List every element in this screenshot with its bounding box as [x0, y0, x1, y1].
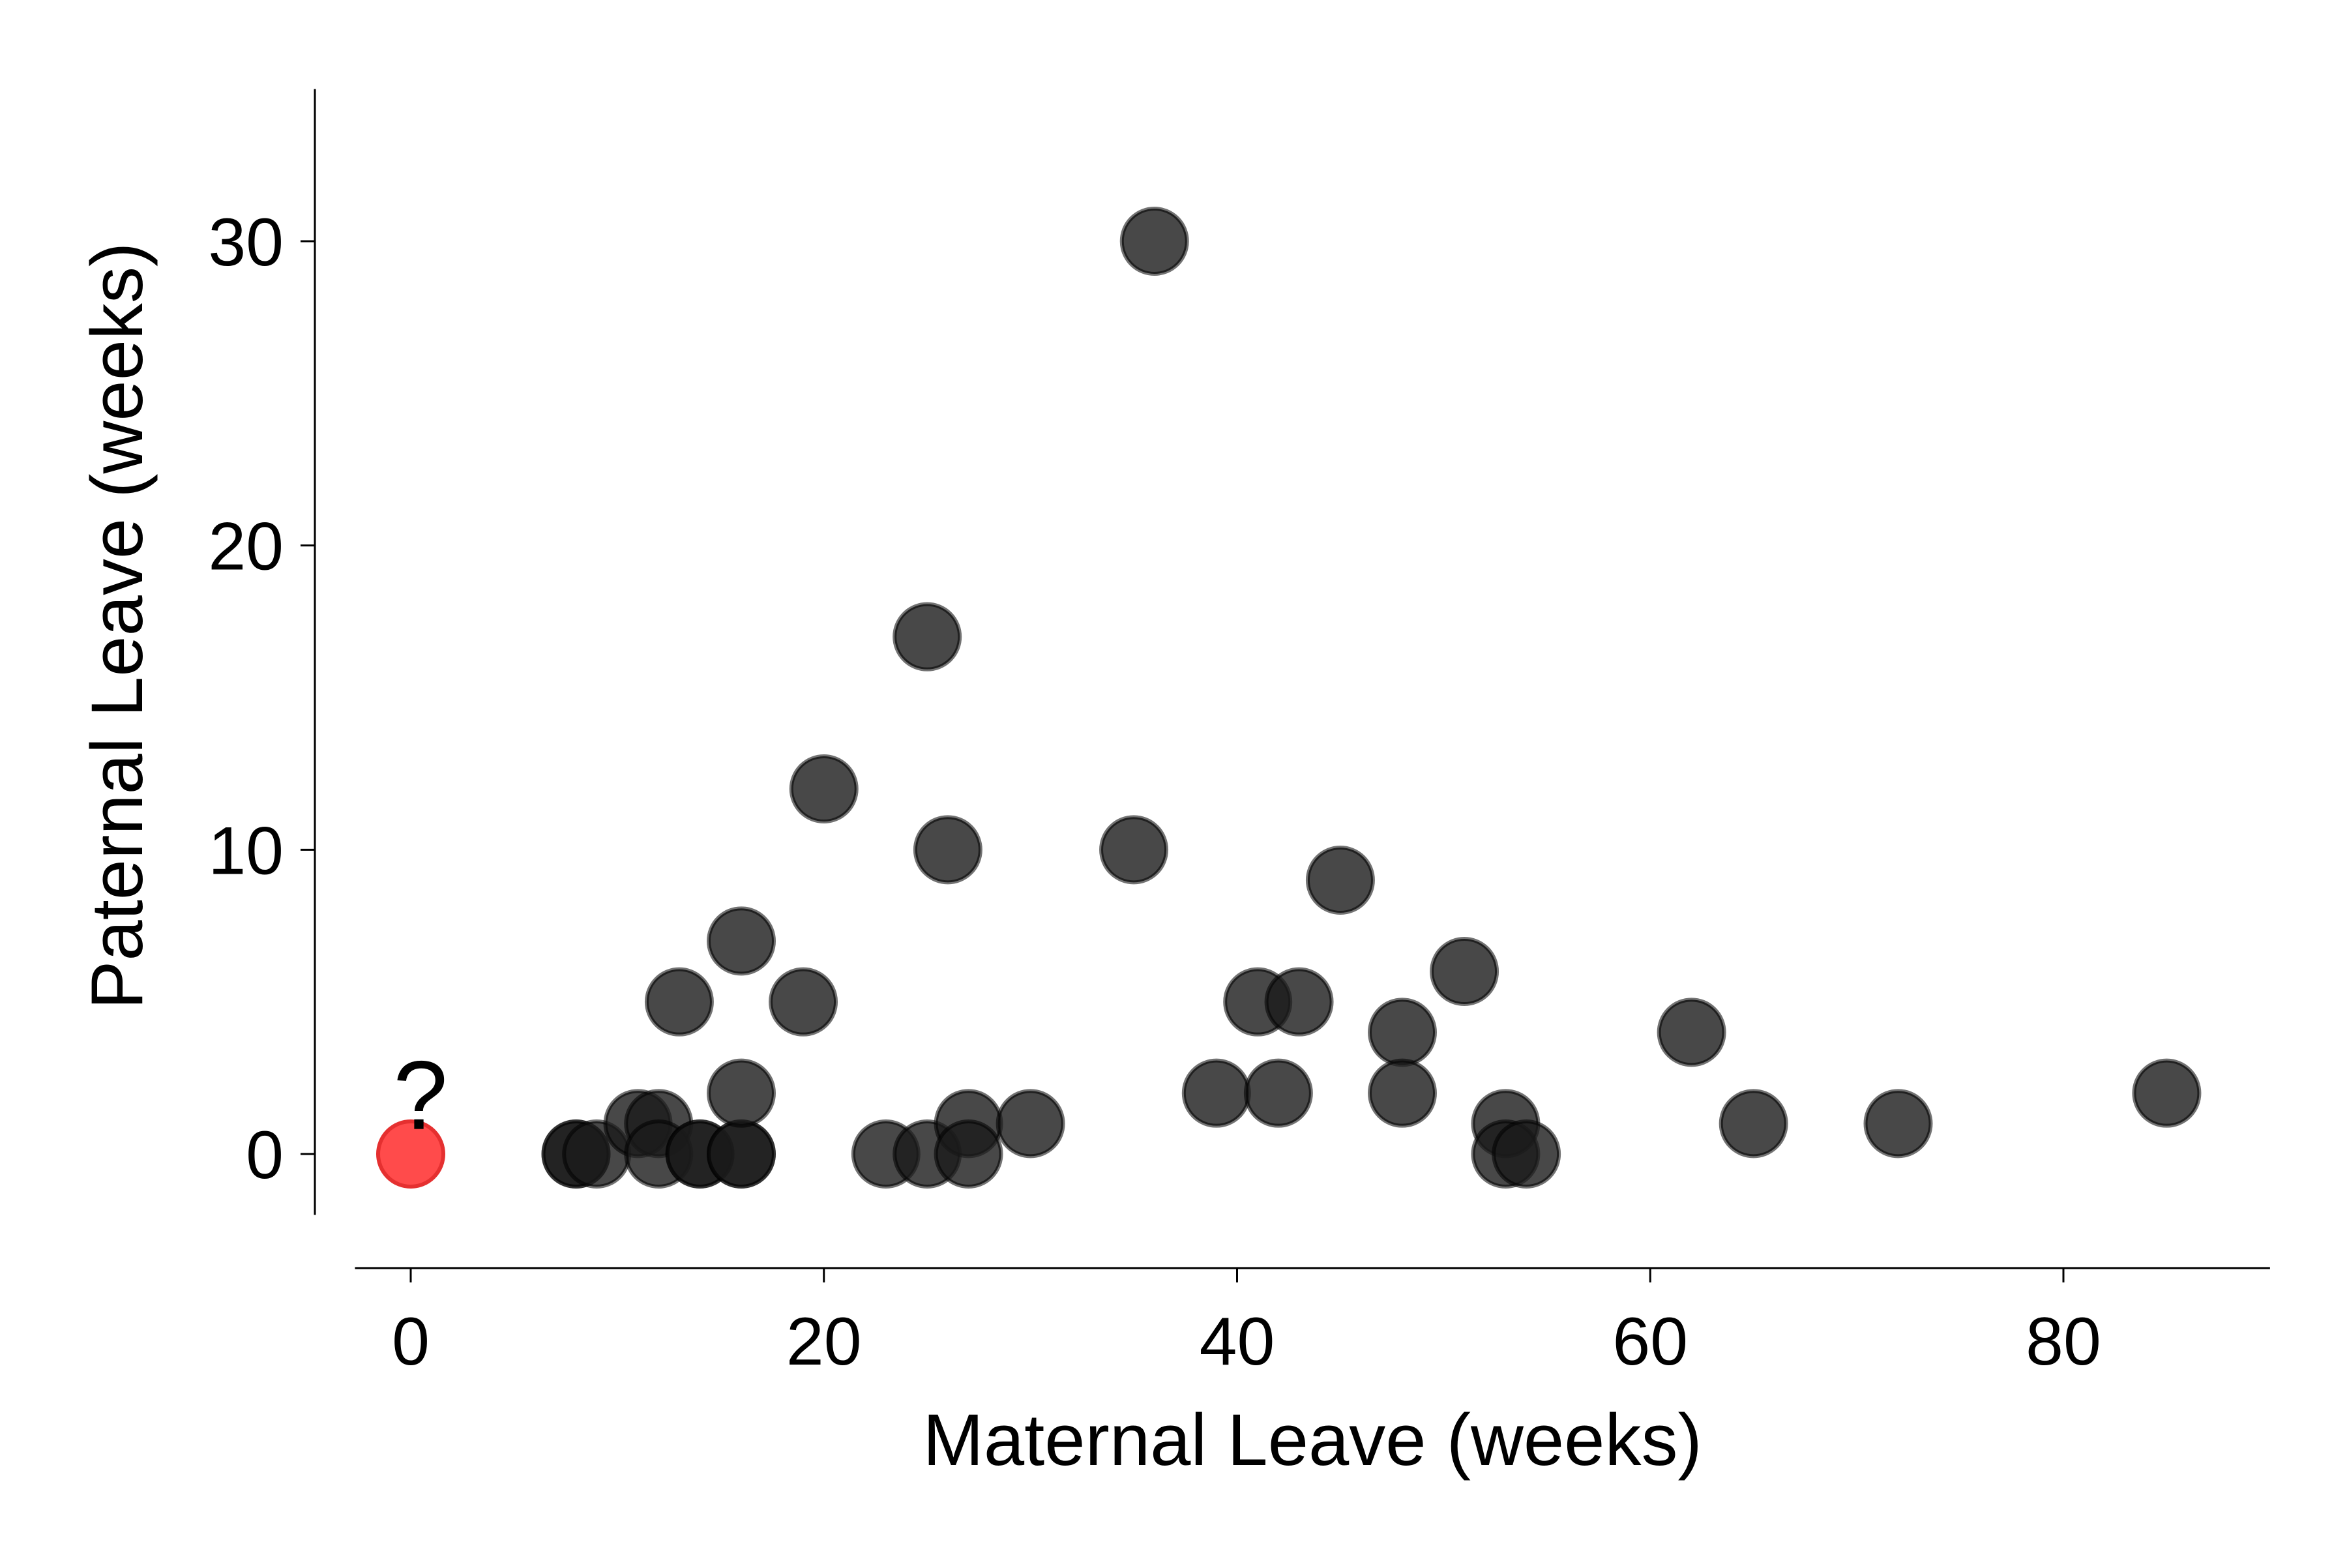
y-tick-label: 0	[246, 1117, 284, 1193]
data-point	[707, 1058, 776, 1128]
x-tick-label: 80	[2026, 1304, 2101, 1380]
data-point	[913, 815, 982, 885]
data-point	[1719, 1089, 1788, 1159]
data-point	[2132, 1058, 2202, 1128]
axes: 0 10 20 30 0 20 40 60 80 Maternal Leave (weeks)…	[76, 89, 2270, 1481]
data-point	[644, 967, 714, 1037]
data-point	[1099, 815, 1169, 885]
data-point	[1368, 998, 1437, 1067]
data-point	[1119, 207, 1189, 276]
data-point	[1657, 998, 1726, 1067]
data-point	[1368, 1058, 1437, 1128]
data-points	[376, 207, 2202, 1189]
data-point	[1492, 1119, 1561, 1189]
data-point	[1264, 967, 1334, 1037]
y-tick-label: 20	[208, 509, 284, 585]
data-point	[707, 906, 776, 976]
data-point	[1243, 1058, 1313, 1128]
x-axis-ticks: 0 20 40 60 80	[392, 1268, 2101, 1380]
annotation-text: ?	[393, 1041, 447, 1150]
y-axis-label: Paternal Leave (weeks)	[76, 243, 158, 1010]
y-tick-label: 10	[208, 813, 284, 889]
data-point	[1863, 1089, 1933, 1159]
x-tick-label: 20	[786, 1304, 862, 1380]
annotations: ?	[393, 1041, 447, 1150]
y-tick-label: 30	[208, 205, 284, 280]
data-point	[934, 1119, 1003, 1189]
data-point	[1181, 1058, 1251, 1128]
y-axis-ticks: 0 10 20 30	[208, 205, 315, 1193]
data-point	[996, 1089, 1065, 1159]
x-axis-label: Maternal Leave (weeks)	[923, 1399, 1702, 1481]
x-tick-label: 40	[1200, 1304, 1275, 1380]
x-tick-label: 0	[392, 1304, 430, 1380]
x-tick-label: 60	[1612, 1304, 1688, 1380]
data-point	[1430, 937, 1499, 1006]
highlight-point	[376, 1119, 445, 1189]
data-point	[769, 967, 838, 1037]
data-point	[789, 754, 859, 823]
data-point	[893, 602, 962, 672]
data-point	[707, 1119, 776, 1189]
data-point	[1305, 846, 1375, 915]
